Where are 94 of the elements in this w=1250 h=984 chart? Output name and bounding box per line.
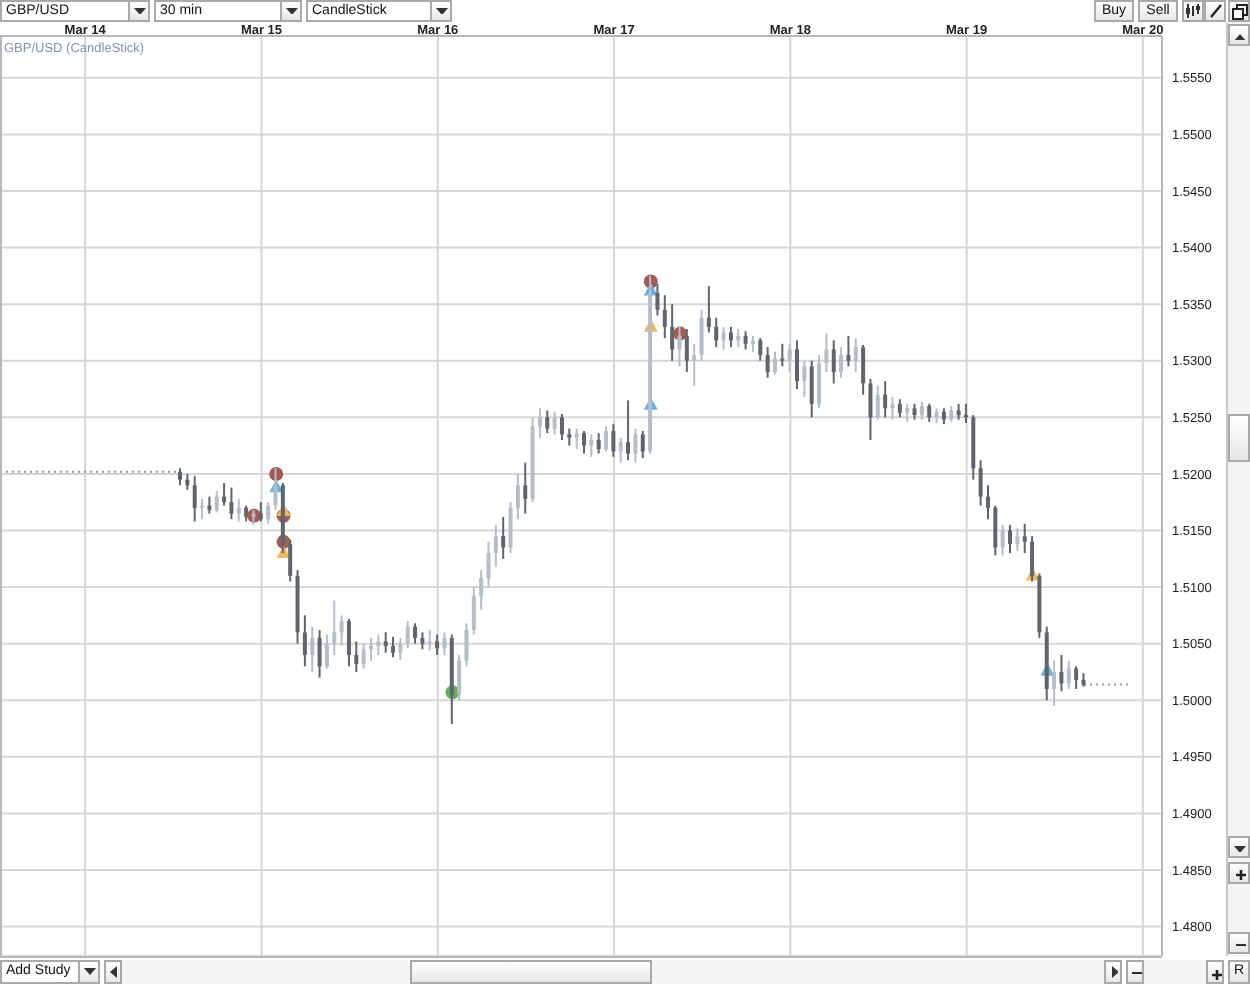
candlestick xyxy=(868,377,873,441)
candlestick xyxy=(376,633,381,656)
candlestick xyxy=(405,620,410,650)
candlestick xyxy=(853,337,858,374)
candlestick xyxy=(515,472,520,521)
candlestick xyxy=(302,614,307,668)
candlestick xyxy=(927,402,932,423)
candlestick xyxy=(266,501,271,525)
candlestick xyxy=(493,523,498,568)
candlestick xyxy=(486,540,491,589)
candlestick xyxy=(582,429,586,455)
candlestick xyxy=(501,515,506,560)
candlestick xyxy=(978,459,983,507)
candlestick xyxy=(604,425,609,453)
candlestick xyxy=(743,330,748,351)
candlestick xyxy=(640,429,645,460)
candlestick xyxy=(214,489,219,514)
candlestick xyxy=(574,427,579,451)
candlestick xyxy=(831,339,836,385)
candlestick xyxy=(383,631,388,654)
candlestick xyxy=(883,380,888,419)
candlestick xyxy=(391,635,396,659)
candlestick xyxy=(545,409,550,435)
candlestick xyxy=(1015,527,1020,552)
candlestick xyxy=(427,629,432,652)
candlestick xyxy=(596,432,601,455)
candlestick xyxy=(772,350,777,376)
candlestick xyxy=(795,339,800,391)
candlestick xyxy=(714,316,719,349)
candlestick xyxy=(508,501,513,555)
candlestick xyxy=(692,342,697,387)
candlestick xyxy=(324,633,329,670)
candlestick xyxy=(471,586,476,636)
candlestick xyxy=(1008,523,1013,555)
candlestick xyxy=(1074,665,1079,690)
candlestick xyxy=(677,325,682,368)
candlestick xyxy=(273,467,278,512)
candlestick xyxy=(192,475,197,523)
candlestick xyxy=(802,359,807,398)
candlestick xyxy=(809,359,814,419)
candlestick xyxy=(861,343,866,396)
candlestick xyxy=(846,334,851,368)
candlestick xyxy=(361,642,366,670)
candlestick xyxy=(435,633,440,656)
candlestick xyxy=(1052,659,1057,707)
candlestick xyxy=(728,325,733,349)
candlestick xyxy=(589,433,594,458)
candlestick xyxy=(839,346,844,379)
candlestick xyxy=(413,622,418,645)
candlestick xyxy=(721,325,726,351)
candlestick xyxy=(875,384,880,421)
candlestick xyxy=(626,399,631,462)
candlestick xyxy=(611,423,616,458)
candlestick xyxy=(993,504,998,557)
candlestick xyxy=(537,407,542,439)
candlestick xyxy=(897,398,902,419)
candlestick xyxy=(765,346,770,379)
candlestick xyxy=(758,337,763,362)
candlestick xyxy=(787,342,792,374)
candlestick xyxy=(552,410,557,436)
candlestick xyxy=(339,614,344,647)
candlestick xyxy=(332,599,337,656)
candlestick xyxy=(236,497,241,523)
candlestick xyxy=(229,486,234,521)
candlestick xyxy=(699,308,704,362)
candlestick xyxy=(985,484,990,521)
candlestick xyxy=(479,569,484,611)
candlestick xyxy=(824,332,829,374)
candlestick xyxy=(1000,523,1005,557)
candlestick xyxy=(817,354,822,410)
candlestick xyxy=(457,653,462,702)
candlestick xyxy=(354,640,359,673)
candlestick xyxy=(905,402,910,423)
candlestick xyxy=(288,538,293,583)
candlestick xyxy=(523,461,528,515)
candlestick xyxy=(919,400,924,421)
candlestick xyxy=(442,631,447,656)
candlestick xyxy=(398,637,403,661)
candlestick xyxy=(310,625,315,673)
candlestick xyxy=(464,622,469,668)
candlestick xyxy=(706,285,711,334)
candlestick xyxy=(684,328,689,374)
candlestick xyxy=(670,303,675,362)
candlestick xyxy=(1030,535,1035,583)
candlestick xyxy=(346,617,351,668)
candlestick xyxy=(633,427,638,464)
candlestick xyxy=(655,282,660,317)
candlestick xyxy=(1059,653,1064,693)
candlestick xyxy=(662,294,667,340)
candlestick xyxy=(1066,659,1071,690)
candlestick xyxy=(317,629,322,679)
candlestick xyxy=(1022,522,1027,555)
candlestick xyxy=(618,436,623,464)
candlestick xyxy=(559,412,564,441)
